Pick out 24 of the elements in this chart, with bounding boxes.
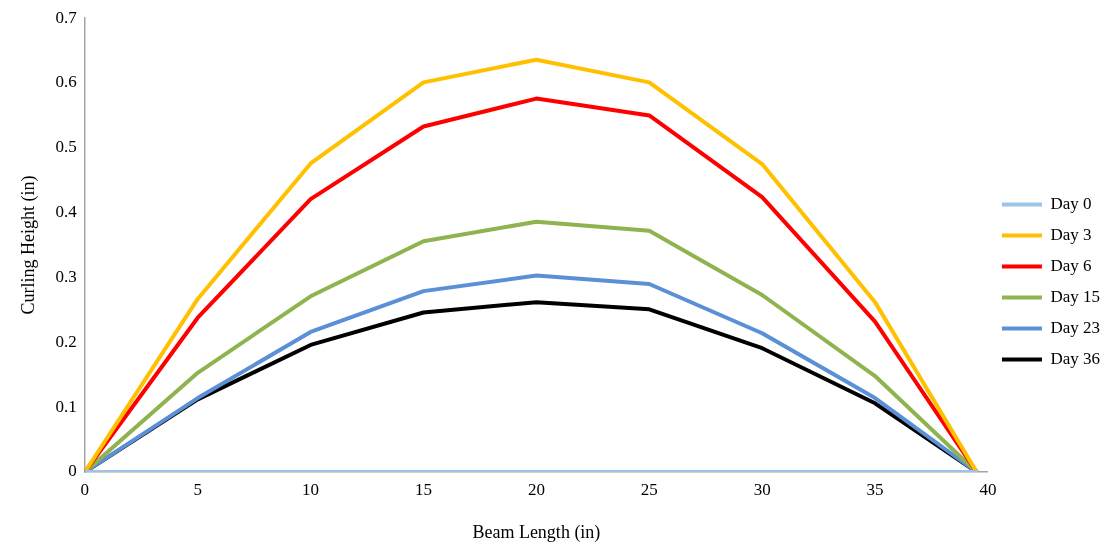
- y-tick-label: 0.6: [55, 72, 77, 92]
- x-tick-label: 15: [415, 479, 432, 499]
- x-tick-label: 30: [753, 479, 771, 499]
- y-tick-label: 0.3: [55, 266, 77, 286]
- y-tick-label: 0.4: [55, 202, 78, 222]
- legend-label: Day 3: [1050, 224, 1092, 244]
- y-tick-label: 0.1: [55, 396, 77, 416]
- legend-label: Day 0: [1050, 193, 1092, 213]
- x-tick-label: 25: [640, 479, 658, 499]
- x-axis-title: Beam Length (in): [472, 521, 601, 543]
- x-tick-label: 5: [193, 479, 202, 499]
- legend-label: Day 15: [1050, 286, 1101, 306]
- y-tick-label: 0.5: [55, 137, 77, 157]
- y-tick-label: 0.7: [55, 7, 78, 27]
- legend-label: Day 36: [1050, 348, 1101, 368]
- y-tick-label: 0.2: [55, 331, 77, 351]
- y-tick-label: 0: [68, 461, 77, 481]
- y-axis-title: Curling Height (in): [17, 175, 39, 315]
- legend-label: Day 23: [1050, 317, 1101, 337]
- x-tick-label: 40: [979, 479, 997, 499]
- x-tick-label: 10: [302, 479, 320, 499]
- x-tick-label: 35: [866, 479, 884, 499]
- legend-label: Day 6: [1050, 255, 1092, 275]
- x-tick-label: 20: [527, 479, 545, 499]
